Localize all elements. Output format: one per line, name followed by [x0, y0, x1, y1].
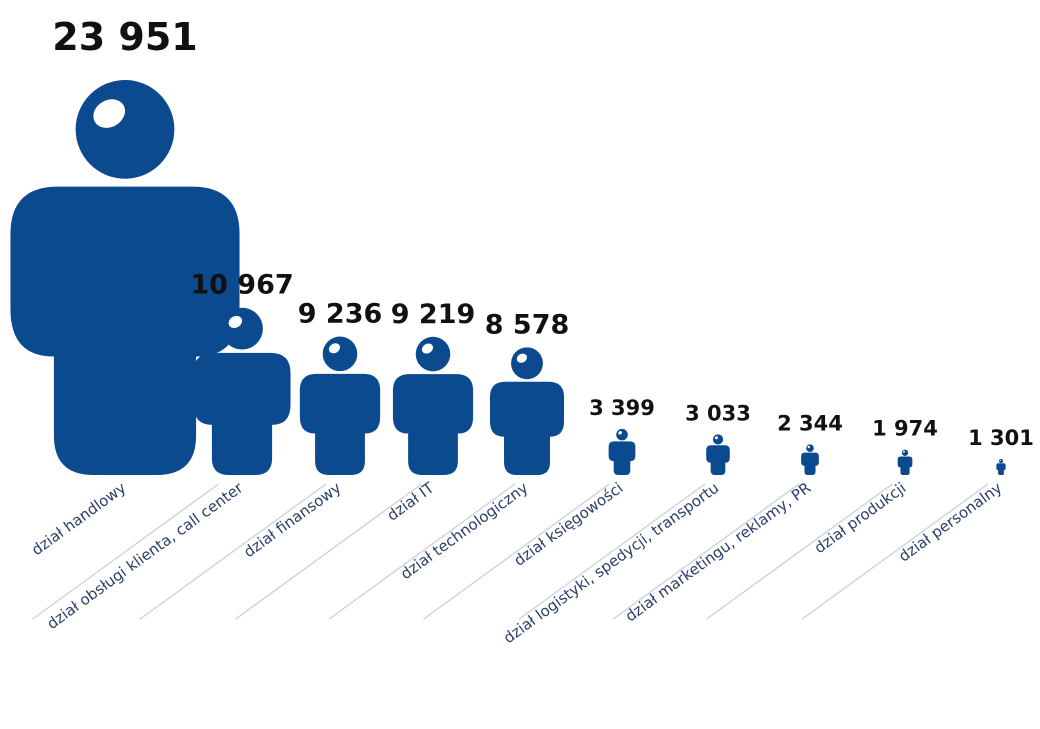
head-highlight — [714, 436, 719, 440]
person-body — [392, 374, 474, 475]
value-label: 23 951 — [52, 15, 197, 59]
separator-line — [422, 483, 610, 620]
person-head — [901, 449, 909, 456]
person-body — [996, 463, 1006, 475]
person-icons — [10, 80, 1006, 475]
person-icon-dzial-personalny — [996, 458, 1006, 475]
category-label: dział produkcji — [811, 479, 909, 557]
head-highlight — [999, 459, 1002, 461]
category-label: dział handlowy — [28, 479, 129, 559]
person-icon-dzial-it — [392, 336, 474, 475]
person-icon-dzial-marketingu-reklamy-pr — [801, 444, 819, 475]
person-icon-dzial-handlowy — [10, 80, 240, 475]
person-head — [75, 80, 175, 179]
separator-line — [518, 483, 706, 620]
person-head — [415, 336, 451, 372]
person-body — [299, 373, 381, 475]
head-highlight — [902, 450, 906, 453]
separator-line — [139, 483, 327, 620]
separator-line — [801, 483, 989, 620]
person-body — [801, 452, 819, 475]
person-head — [806, 444, 814, 453]
person-icon-dzial-produkcji — [897, 449, 913, 475]
category-label: dział personalny — [895, 479, 1005, 566]
person-head — [712, 434, 724, 445]
value-label: 3 033 — [685, 401, 751, 425]
head-highlight — [516, 353, 528, 363]
value-label: 8 578 — [485, 309, 570, 340]
person-icon-dzial-obslugi-klienta-call-center — [193, 307, 291, 475]
separator-line — [612, 483, 800, 620]
value-label: 1 974 — [872, 417, 938, 441]
head-highlight — [618, 431, 623, 435]
head-highlight — [421, 343, 434, 354]
person-icon-dzial-finansowy — [299, 336, 381, 475]
category-label: dział finansowy — [240, 479, 344, 562]
separator-line — [234, 483, 422, 620]
person-head — [511, 347, 543, 380]
separator-line — [328, 483, 516, 620]
person-icon-dzial-logistyki-spedycji-transportu — [706, 434, 730, 475]
value-label: 9 236 — [298, 299, 383, 330]
category-label: dział marketingu, reklamy, PR — [622, 479, 815, 626]
person-head — [616, 428, 628, 441]
category-label: dział IT — [384, 478, 438, 524]
separator-line — [705, 483, 893, 620]
head-highlight — [93, 99, 126, 128]
person-icon-dzial-technologiczny — [489, 347, 565, 475]
person-head — [322, 336, 358, 372]
value-label: 2 344 — [777, 411, 843, 435]
person-body — [193, 352, 291, 475]
separator-lines — [31, 483, 989, 620]
person-body — [706, 445, 730, 475]
value-label: 1 301 — [968, 426, 1034, 450]
value-label: 9 219 — [391, 299, 476, 330]
person-body — [608, 441, 636, 475]
head-highlight — [807, 445, 811, 449]
person-head — [221, 307, 263, 350]
value-label: 10 967 — [190, 270, 293, 301]
value-label: 3 399 — [589, 396, 655, 420]
person-body — [897, 456, 913, 475]
person-body — [489, 381, 565, 475]
category-label: dział obsługi klienta, call center — [43, 478, 247, 633]
person-head — [998, 458, 1004, 463]
head-highlight — [228, 315, 243, 328]
head-highlight — [328, 343, 341, 354]
separator-line — [31, 483, 219, 620]
person-icon-dzial-ksiegowosci — [608, 428, 636, 475]
person-body — [10, 186, 240, 475]
